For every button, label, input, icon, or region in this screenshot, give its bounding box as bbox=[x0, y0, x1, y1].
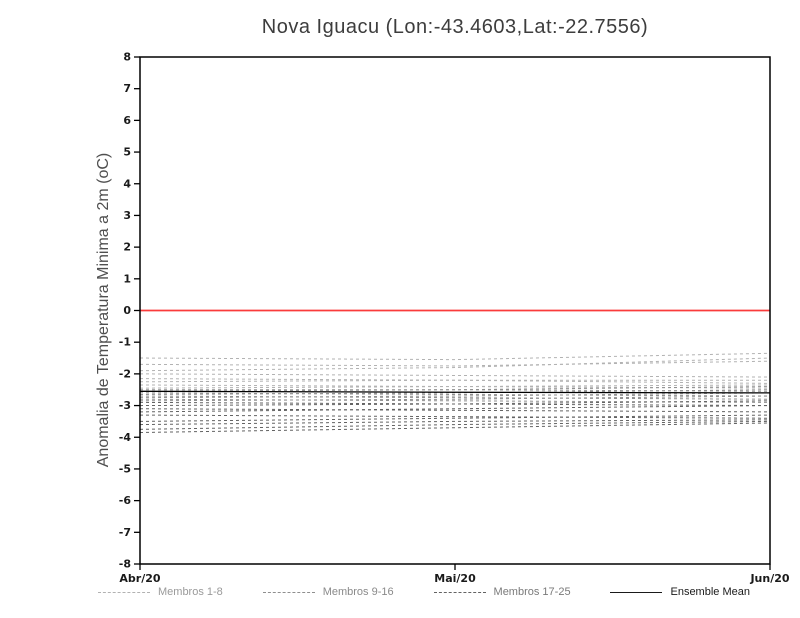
legend-swatch-dashed-line bbox=[262, 591, 315, 593]
y-tick-label: 0 bbox=[123, 304, 131, 317]
plot-frame bbox=[139, 56, 771, 565]
legend-item: Ensemble Mean bbox=[610, 586, 750, 598]
y-tick-label: -4 bbox=[119, 431, 132, 444]
member-line bbox=[139, 422, 771, 433]
legend-label: Membros 17-25 bbox=[493, 586, 571, 598]
legend: Membros 1-8 Membros 9-16 Membros 17-25 Ense… bbox=[98, 583, 750, 601]
member-line bbox=[139, 401, 771, 407]
y-tick-label: 6 bbox=[123, 114, 131, 127]
member-line bbox=[139, 378, 771, 384]
legend-swatch-dashed-line bbox=[433, 591, 486, 593]
legend-item: Membros 17-25 bbox=[433, 586, 571, 598]
legend-swatch-solid-line bbox=[610, 591, 663, 593]
y-tick-label: -1 bbox=[119, 336, 131, 349]
member-line bbox=[139, 408, 771, 413]
x-tick-label: Jun/20 bbox=[749, 572, 789, 585]
x-tick-label: Abr/20 bbox=[119, 572, 160, 585]
y-tick-label: 4 bbox=[123, 177, 131, 190]
y-tick-label: -3 bbox=[119, 399, 131, 412]
member-line bbox=[139, 420, 771, 430]
member-line bbox=[140, 389, 771, 392]
y-tick-label: -6 bbox=[119, 494, 132, 507]
legend-label: Membros 9-16 bbox=[322, 586, 394, 598]
ensemble-mean-line bbox=[139, 390, 771, 394]
member-line bbox=[139, 352, 771, 361]
legend-label: Ensemble Mean bbox=[670, 586, 750, 598]
y-tick-label: -7 bbox=[119, 526, 131, 539]
y-tick-label: -8 bbox=[119, 558, 131, 571]
member-line bbox=[139, 357, 771, 372]
legend-item: Membros 1-8 bbox=[98, 586, 223, 598]
y-tick-label: 2 bbox=[123, 241, 131, 254]
member-line bbox=[139, 373, 771, 378]
y-tick-label: 8 bbox=[123, 51, 131, 64]
legend-label: Membros 1-8 bbox=[158, 586, 223, 598]
x-tick-label: Mai/20 bbox=[434, 572, 476, 585]
legend-swatch-dashed-line bbox=[98, 591, 150, 593]
legend-item: Membros 9-16 bbox=[262, 586, 394, 598]
y-tick-label: 5 bbox=[123, 146, 131, 159]
y-tick-label: 1 bbox=[123, 272, 131, 285]
y-tick-label: 3 bbox=[123, 209, 131, 222]
y-tick-label: -5 bbox=[119, 462, 131, 475]
y-tick-label: 7 bbox=[123, 82, 131, 95]
chart-title: Nova Iguacu (Lon:-43.4603,Lat:-22.7556) bbox=[261, 16, 649, 38]
y-tick-label: -2 bbox=[119, 367, 131, 380]
member-line bbox=[139, 379, 770, 383]
member-line bbox=[139, 360, 771, 367]
